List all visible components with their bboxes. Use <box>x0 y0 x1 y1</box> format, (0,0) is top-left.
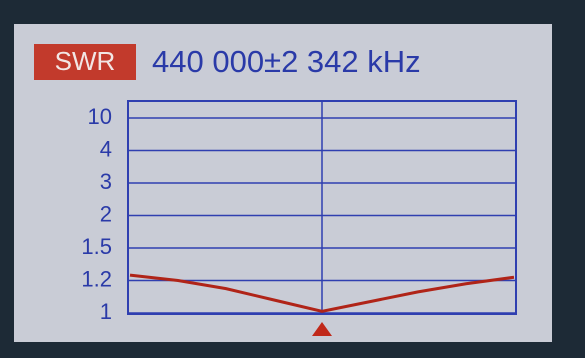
mode-label: SWR <box>55 46 116 76</box>
y-tick-label: 4 <box>100 136 112 161</box>
y-tick-label: 10 <box>88 104 112 129</box>
y-tick-label: 1.2 <box>81 266 112 291</box>
y-tick-label: 1.5 <box>81 234 112 259</box>
device-screen: SWR 440 000±2 342 kHz 1 1.2 1.5 2 3 4 10 <box>0 0 585 358</box>
y-tick-label: 2 <box>100 201 112 226</box>
y-tick-label: 3 <box>100 169 112 194</box>
frequency-title: 440 000±2 342 kHz <box>152 44 421 79</box>
page: {"chart_data": {"type": "line", "label":… <box>0 0 585 358</box>
y-tick-label: 1 <box>100 299 112 324</box>
